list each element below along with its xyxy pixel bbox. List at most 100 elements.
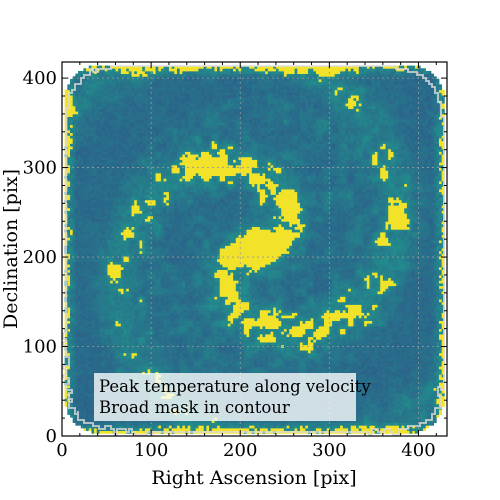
image-cell	[217, 352, 221, 356]
image-cell	[78, 368, 82, 372]
image-cell	[420, 401, 424, 405]
image-cell	[414, 406, 418, 410]
image-cell	[422, 355, 427, 359]
image-cell	[86, 339, 90, 343]
image-cell	[340, 425, 344, 429]
image-cell	[203, 363, 207, 367]
image-cell	[203, 336, 207, 340]
image-cell	[406, 360, 410, 364]
image-cell	[366, 417, 370, 421]
image-cell	[358, 414, 362, 418]
image-cell	[72, 366, 76, 370]
image-cell	[233, 360, 237, 364]
image-cell	[329, 339, 333, 343]
image-cell	[374, 379, 378, 383]
image-cell	[436, 358, 440, 362]
image-cell	[318, 427, 322, 432]
image-cell	[281, 350, 285, 354]
image-cell	[385, 387, 389, 391]
image-cell	[321, 352, 325, 356]
image-cell	[305, 422, 309, 426]
image-cell	[219, 422, 223, 426]
image-cell	[64, 360, 68, 364]
image-cell	[390, 417, 394, 421]
image-cell	[72, 385, 76, 389]
image-cell	[171, 368, 175, 372]
image-cell	[380, 387, 384, 391]
image-cell	[430, 395, 435, 399]
image-cell	[369, 339, 373, 343]
image-cell	[422, 371, 427, 375]
image-cell	[382, 368, 386, 372]
image-cell	[398, 366, 402, 370]
image-cell	[78, 390, 82, 394]
image-cell	[342, 350, 346, 354]
image-cell	[393, 395, 397, 399]
image-cell	[420, 414, 424, 418]
image-cell	[201, 352, 205, 356]
image-cell	[72, 342, 76, 346]
image-cell	[329, 358, 333, 362]
image-cell	[168, 360, 173, 364]
image-cell	[396, 395, 400, 399]
image-cell	[99, 355, 103, 359]
image-cell	[126, 422, 130, 426]
image-cell	[337, 355, 341, 359]
image-cell	[406, 374, 410, 378]
image-cell	[313, 350, 317, 354]
image-cell	[86, 390, 90, 394]
image-cell	[307, 350, 312, 354]
image-cell	[425, 385, 429, 389]
image-cell	[219, 336, 223, 340]
image-cell	[398, 411, 402, 415]
image-cell	[353, 352, 357, 356]
image-cell	[230, 342, 234, 346]
image-cell	[286, 350, 290, 354]
image-cell	[209, 350, 213, 354]
image-cell	[225, 336, 229, 340]
image-cell	[230, 360, 234, 364]
image-cell	[361, 409, 365, 413]
image-cell	[289, 366, 293, 370]
image-cell	[251, 339, 255, 343]
image-cell	[380, 342, 384, 346]
image-cell	[91, 363, 95, 367]
image-cell	[364, 355, 368, 359]
image-cell	[390, 385, 394, 389]
image-cell	[139, 347, 143, 351]
image-cell	[278, 368, 282, 372]
image-cell	[152, 368, 156, 372]
image-cell	[78, 363, 82, 367]
image-cell	[88, 336, 92, 340]
image-cell	[436, 374, 440, 378]
image-cell	[217, 355, 221, 359]
image-cell	[198, 425, 202, 429]
image-cell	[380, 339, 384, 343]
image-cell	[430, 366, 435, 370]
image-cell	[134, 360, 138, 364]
image-cell	[259, 425, 263, 429]
image-cell	[425, 363, 429, 367]
image-cell	[238, 368, 242, 372]
image-cell	[356, 409, 360, 413]
image-cell	[144, 425, 148, 429]
image-cell	[297, 336, 301, 340]
image-cell	[398, 401, 402, 405]
image-cell	[86, 409, 90, 413]
image-cell	[361, 390, 365, 394]
image-cell	[254, 363, 258, 367]
image-cell	[265, 366, 269, 370]
image-cell	[222, 368, 226, 372]
image-cell	[259, 422, 263, 426]
image-cell	[337, 425, 341, 429]
image-cell	[214, 350, 218, 354]
image-cell	[356, 355, 360, 359]
image-cell	[270, 425, 274, 429]
image-cell	[265, 427, 269, 432]
image-cell	[369, 385, 373, 389]
image-cell	[366, 339, 370, 343]
image-cell	[166, 355, 170, 359]
image-cell	[310, 350, 314, 354]
image-cell	[96, 342, 100, 346]
image-cell	[230, 336, 234, 340]
